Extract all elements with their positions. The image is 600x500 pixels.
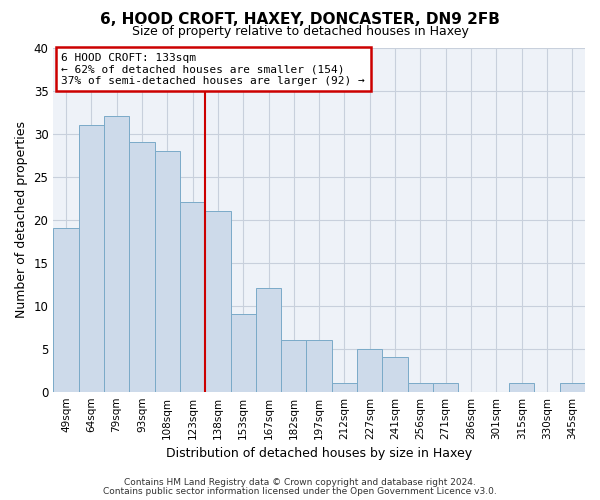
Y-axis label: Number of detached properties: Number of detached properties [15, 121, 28, 318]
Text: 6 HOOD CROFT: 133sqm
← 62% of detached houses are smaller (154)
37% of semi-deta: 6 HOOD CROFT: 133sqm ← 62% of detached h… [61, 52, 365, 86]
Bar [281, 340, 307, 392]
Text: 6, HOOD CROFT, HAXEY, DONCASTER, DN9 2FB: 6, HOOD CROFT, HAXEY, DONCASTER, DN9 2FB [100, 12, 500, 28]
Bar [155, 151, 180, 392]
X-axis label: Distribution of detached houses by size in Haxey: Distribution of detached houses by size … [166, 447, 472, 460]
Bar [53, 228, 79, 392]
Bar [180, 202, 205, 392]
Bar [408, 383, 433, 392]
Bar [205, 211, 230, 392]
Bar [509, 383, 535, 392]
Bar [382, 358, 408, 392]
Bar [104, 116, 129, 392]
Bar [256, 288, 281, 392]
Bar [307, 340, 332, 392]
Text: Contains HM Land Registry data © Crown copyright and database right 2024.: Contains HM Land Registry data © Crown c… [124, 478, 476, 487]
Bar [79, 125, 104, 392]
Text: Size of property relative to detached houses in Haxey: Size of property relative to detached ho… [131, 25, 469, 38]
Bar [129, 142, 155, 392]
Bar [357, 348, 382, 392]
Text: Contains public sector information licensed under the Open Government Licence v3: Contains public sector information licen… [103, 487, 497, 496]
Bar [433, 383, 458, 392]
Bar [230, 314, 256, 392]
Bar [560, 383, 585, 392]
Bar [332, 383, 357, 392]
